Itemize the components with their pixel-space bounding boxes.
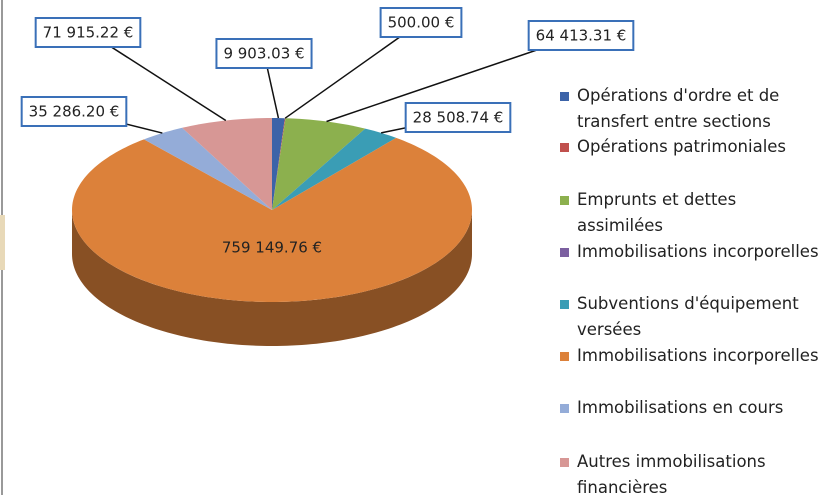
legend-entry: Immobilisations en cours — [560, 395, 822, 421]
legend-swatch — [560, 404, 569, 413]
legend-label: Subventions d'équipement versées — [577, 294, 799, 339]
legend-entry: Immobilisations incorporelles — [560, 343, 822, 369]
legend-entry: Emprunts et dettes assimilées — [560, 187, 822, 239]
legend-label: Opérations d'ordre et de transfert entre… — [577, 86, 780, 131]
data-label: 28 508.74 € — [413, 109, 504, 127]
label-box — [20, 96, 128, 127]
legend-label: Emprunts et dettes assimilées — [577, 190, 737, 235]
slice — [182, 118, 272, 210]
legend-entry: Opérations patrimoniales — [560, 134, 822, 160]
legend-entry: Opérations d'ordre et de transfert entre… — [560, 83, 822, 135]
frame-tab — [0, 215, 5, 270]
slice — [272, 118, 286, 210]
legend-swatch — [560, 196, 569, 205]
label-box — [527, 20, 635, 51]
legend-entry: Immobilisations incorporelles — [560, 239, 822, 265]
legend-swatch — [560, 248, 569, 257]
legend-label: Immobilisations en cours — [577, 398, 784, 417]
data-label: 71 915.22 € — [43, 24, 134, 42]
slice — [272, 118, 285, 210]
label-box — [379, 7, 463, 38]
legend-label: Immobilisations incorporelles — [577, 346, 819, 365]
legend-label: Opérations patrimoniales — [577, 137, 787, 156]
data-label: 64 413.31 € — [536, 27, 627, 45]
slice — [72, 137, 472, 302]
label-box — [215, 38, 313, 69]
legend-swatch — [560, 143, 569, 152]
legend-swatch — [560, 92, 569, 101]
legend-label: Autres immobilisations financières — [577, 452, 766, 495]
legend-swatch — [560, 352, 569, 361]
data-label: 35 286.20 € — [29, 103, 120, 121]
label-box — [34, 17, 142, 48]
data-label: 759 149.76 € — [222, 239, 322, 257]
data-label: 9 903.03 € — [223, 45, 304, 63]
leader-line — [284, 21, 422, 119]
legend-entry: Subventions d'équipement versées — [560, 291, 822, 343]
legend-label: Immobilisations incorporelles — [577, 242, 819, 261]
data-label: 500.00 € — [388, 14, 455, 32]
slice-side — [72, 210, 472, 346]
slice — [272, 118, 366, 210]
legend-swatch — [560, 300, 569, 309]
legend-swatch — [560, 458, 569, 467]
label-box — [404, 102, 512, 133]
slice — [272, 128, 397, 210]
legend-entry: Autres immobilisations financières — [560, 449, 822, 495]
slice — [143, 127, 272, 210]
